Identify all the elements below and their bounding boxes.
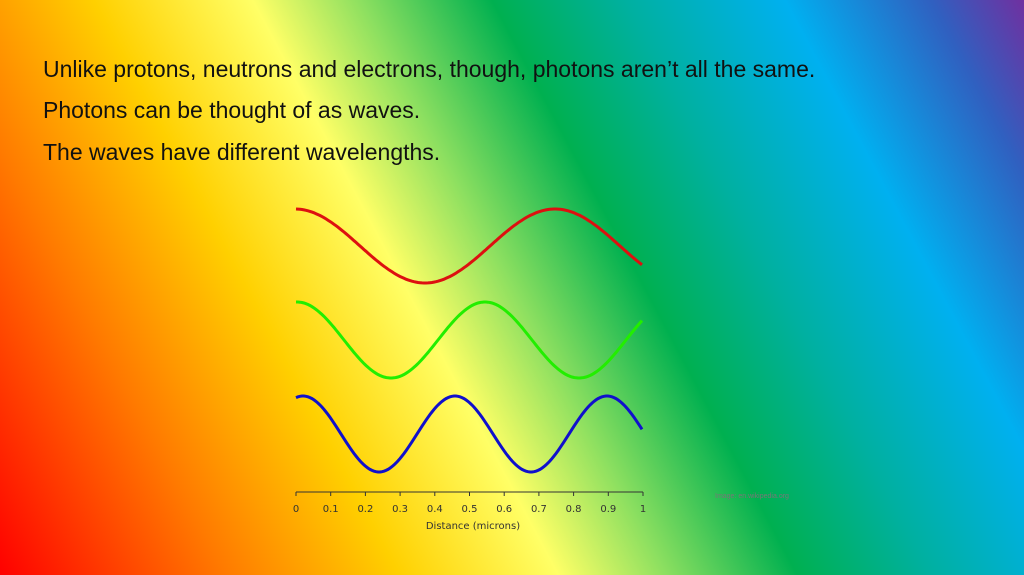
x-tick-label: 0.1 — [323, 504, 339, 515]
blue-wave — [295, 394, 644, 474]
x-tick-label: 0.6 — [496, 504, 512, 515]
x-tick-label: 0.5 — [462, 504, 478, 515]
x-tick-label: 0.3 — [392, 504, 408, 515]
green-wave — [296, 300, 644, 380]
image-credit: Image: en.wikipedia.org — [715, 493, 789, 500]
x-tick-label: 0.7 — [531, 504, 547, 515]
x-tick-label: 0.9 — [600, 504, 616, 515]
x-tick-label: 1 — [640, 504, 646, 515]
x-tick-label: 0.2 — [357, 504, 373, 515]
x-axis-label: Distance (microns) — [426, 521, 520, 532]
x-tick-label: 0.8 — [566, 504, 582, 515]
text-line: Unlike protons, neutrons and electrons, … — [43, 56, 816, 82]
x-tick-label: 0 — [293, 504, 299, 515]
red-wave — [295, 207, 643, 285]
text-line: The waves have different wavelengths. — [43, 139, 441, 165]
text-line: Photons can be thought of as waves. — [43, 97, 421, 123]
x-tick-label: 0.4 — [427, 504, 443, 515]
